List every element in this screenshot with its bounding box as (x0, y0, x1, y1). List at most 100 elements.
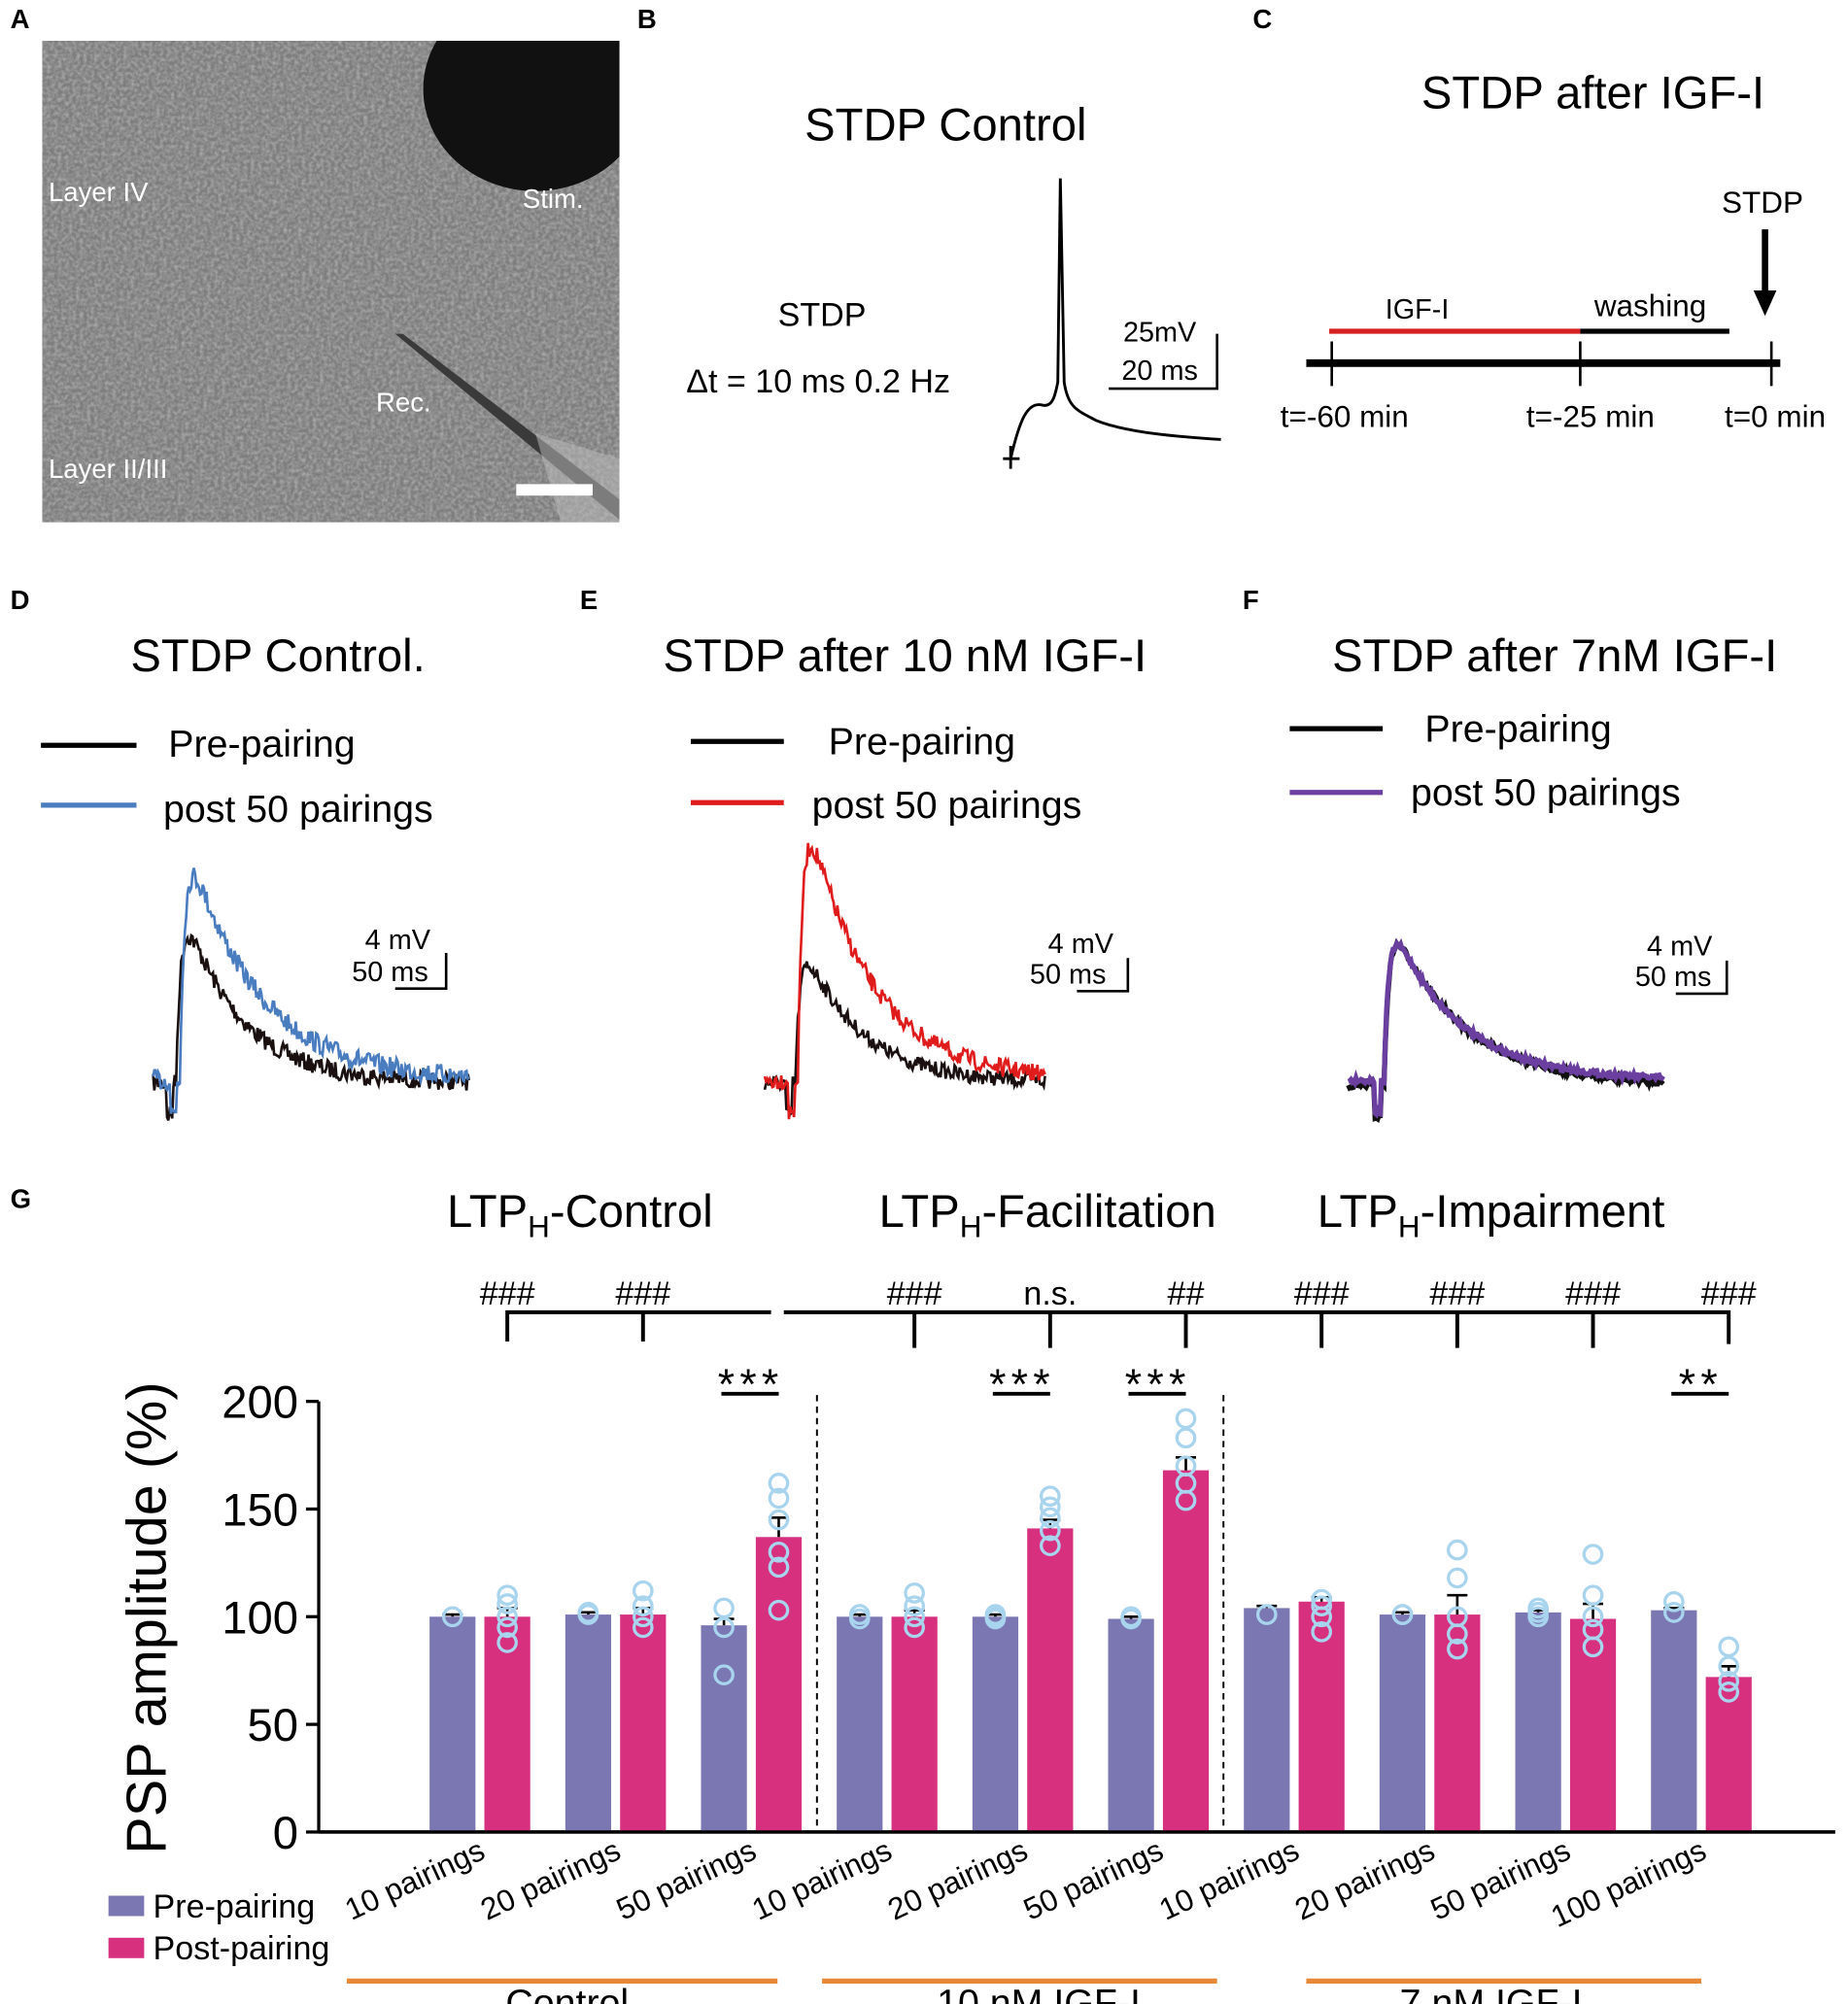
data-point (1311, 1588, 1333, 1611)
data-point (1718, 1681, 1740, 1703)
data-point (768, 1541, 790, 1563)
panel-title: STDP Control. (130, 630, 425, 682)
scale-bar (516, 484, 594, 496)
data-point (768, 1509, 790, 1531)
data-point (1582, 1606, 1604, 1628)
trace (763, 961, 1046, 1118)
star-label: *** (989, 1361, 1055, 1409)
panel-title: STDP after IGF-I (1421, 67, 1764, 119)
x-tick-label: 20 pairings (882, 1833, 1032, 1927)
protocol: STDP (778, 297, 867, 334)
bar (1108, 1618, 1154, 1832)
micrograph-labels: Layer IV Stim. Rec. Layer II/III (49, 177, 584, 484)
star-label: *** (1125, 1361, 1191, 1409)
y-axis-label: PSP amplitude (%) (117, 1381, 179, 1853)
hash-label: ### (887, 1275, 942, 1312)
data-point (1527, 1597, 1549, 1619)
bar (1027, 1528, 1074, 1832)
label: Layer IV (49, 177, 149, 207)
hash-label: ### (480, 1275, 535, 1312)
panel-letter: A (11, 4, 30, 34)
data-point (441, 1606, 463, 1628)
bar (620, 1614, 667, 1832)
data-point (1040, 1507, 1061, 1529)
hash-label: ### (1429, 1275, 1485, 1312)
micrograph (42, 40, 620, 523)
data-point (768, 1487, 790, 1510)
data-point (496, 1632, 518, 1653)
data-point (632, 1595, 654, 1617)
x-tick-label: 10 pairings (1154, 1833, 1304, 1927)
data-point (1175, 1455, 1197, 1477)
panel-title: STDP after 7nM IGF-I (1332, 630, 1777, 682)
data-point (1582, 1584, 1604, 1606)
data-point (496, 1584, 518, 1606)
panel-title: STDP after 10 nM IGF-I (664, 630, 1147, 682)
scale-label: 4 mV (1647, 932, 1713, 963)
scale-label: 50 ms (1635, 962, 1712, 993)
data-point (1311, 1595, 1333, 1617)
x-tick-label: 20 pairings (475, 1833, 625, 1927)
trace (763, 842, 1046, 1120)
data-point (904, 1616, 925, 1639)
scale-bar (394, 953, 448, 991)
panel-letter: E (580, 585, 598, 615)
group-header: LTPH-Impairment (1318, 1186, 1665, 1243)
data-point (1040, 1485, 1061, 1508)
glare (534, 432, 620, 523)
bar (1162, 1470, 1210, 1832)
data-point (1718, 1636, 1740, 1658)
data-point (848, 1604, 871, 1625)
bar (565, 1614, 612, 1832)
bar (1298, 1601, 1345, 1832)
scale-label: 4 mV (1048, 929, 1114, 960)
x-tick-label: 10 pairings (747, 1833, 897, 1927)
hash-label: n.s. (1023, 1275, 1077, 1312)
bar (755, 1537, 803, 1832)
label: Layer II/III (49, 454, 167, 484)
group-header: LTPH-Control (447, 1186, 713, 1243)
data-point (768, 1599, 790, 1621)
data-point (1175, 1427, 1197, 1449)
bar (1434, 1614, 1481, 1832)
group-header: LTPH-Facilitation (879, 1186, 1216, 1243)
data-point (1582, 1618, 1604, 1641)
scale-label: 4 mV (365, 925, 431, 956)
data-point (768, 1556, 790, 1579)
label: Stim. (523, 184, 584, 214)
bar (1705, 1677, 1752, 1832)
time-label: t=-60 min (1281, 399, 1409, 433)
x-tick-label: 100 pairings (1546, 1833, 1711, 1934)
data-point (1040, 1535, 1061, 1556)
y-tick-label: 150 (222, 1485, 298, 1537)
x-tick-label: 20 pairings (1290, 1833, 1440, 1927)
group-label: Control (505, 1982, 629, 2004)
hash-label: ### (615, 1275, 670, 1312)
error-bar (1120, 1614, 1142, 1619)
header-main: LTP (879, 1186, 960, 1238)
bar (1244, 1608, 1290, 1832)
data-point (1391, 1604, 1414, 1625)
bar (837, 1616, 883, 1832)
scale-bar (1675, 960, 1728, 996)
bar (1515, 1612, 1561, 1832)
data-point (1718, 1670, 1740, 1692)
bar (429, 1616, 476, 1832)
time-label: t=-25 min (1526, 399, 1655, 433)
scale-label: 50 ms (1030, 959, 1107, 990)
data-point (1447, 1567, 1468, 1589)
trace (152, 933, 471, 1121)
panel-letter: C (1252, 4, 1272, 34)
bar (484, 1616, 530, 1832)
protocol: Δt = 10 ms 0.2 Hz (686, 363, 950, 400)
y-tick-label: 50 (248, 1700, 299, 1751)
y-tick-label: 0 (273, 1808, 298, 1859)
data-point (713, 1597, 735, 1619)
data-point (904, 1606, 925, 1628)
panel-letter: B (637, 4, 657, 34)
y-tick-label: 200 (222, 1377, 298, 1429)
data-point (1040, 1519, 1061, 1542)
data-point (1663, 1602, 1685, 1623)
